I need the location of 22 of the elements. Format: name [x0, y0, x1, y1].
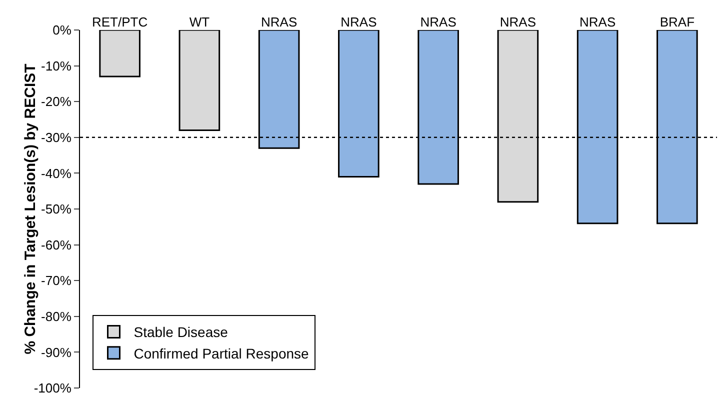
- x-tick-label: RET/PTC: [92, 14, 148, 30]
- y-tick-label: -10%: [41, 58, 72, 74]
- x-tick-label: BRAF: [660, 14, 695, 30]
- y-tick-label: -70%: [41, 273, 72, 288]
- x-tick-label: NRAS: [340, 14, 378, 30]
- x-tick-label: NRAS: [260, 14, 298, 30]
- y-tick-label: -40%: [41, 166, 72, 181]
- y-axis-title: % Change in Target Lesion(s) by RECIST: [22, 64, 40, 354]
- y-tick-label: -60%: [41, 237, 72, 252]
- y-tick-label: -80%: [41, 308, 72, 324]
- y-tick-label: -90%: [41, 344, 72, 360]
- legend-label: Confirmed Partial Response: [134, 345, 310, 362]
- x-tick-label: WT: [189, 14, 210, 30]
- x-tick-label: NRAS: [420, 14, 457, 30]
- y-tick-label: -30%: [41, 130, 72, 145]
- legend-label: Stable Disease: [134, 324, 228, 340]
- y-tick-label: -50%: [41, 202, 72, 217]
- y-tick-label: -100%: [34, 380, 72, 396]
- x-tick-label: NRAS: [500, 14, 536, 30]
- y-tick-label: 0%: [52, 22, 72, 38]
- x-tick-label: NRAS: [579, 14, 616, 30]
- y-tick-label: -20%: [41, 94, 72, 110]
